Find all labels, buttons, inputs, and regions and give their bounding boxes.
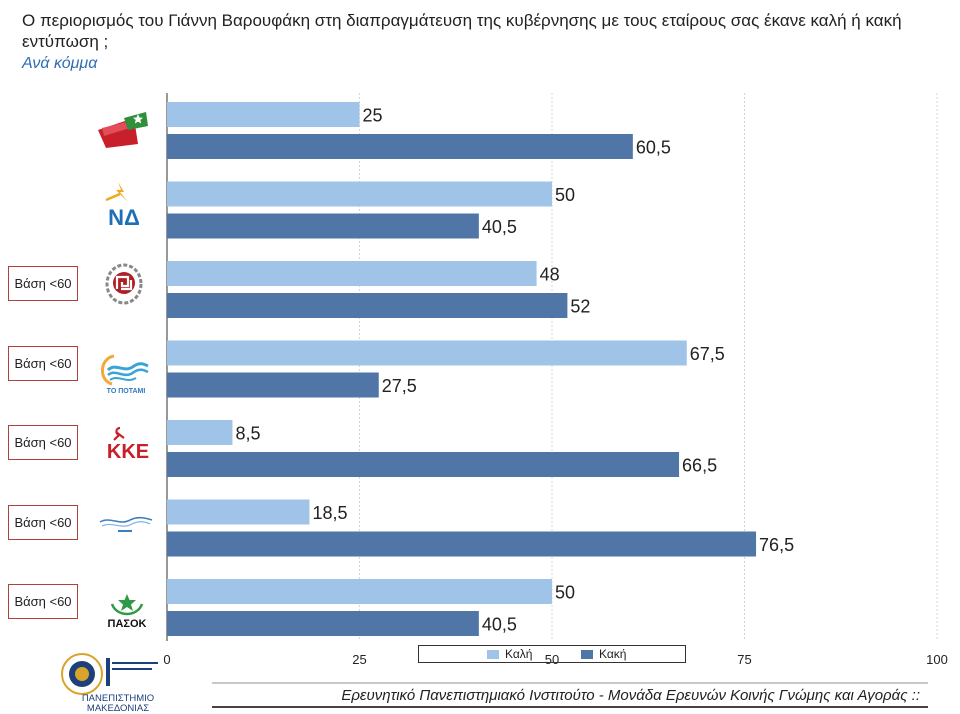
data-label: 25 <box>363 106 383 126</box>
bar-good <box>167 340 687 366</box>
chart-legend: Καλή Κακή <box>418 645 686 663</box>
data-label: 18,5 <box>312 503 347 523</box>
data-label: 50 <box>555 583 575 603</box>
bar-good <box>167 181 552 207</box>
data-label: 66,5 <box>682 456 717 476</box>
bar-good <box>167 579 552 604</box>
bar-bad <box>167 611 479 636</box>
data-label: 67,5 <box>690 344 725 364</box>
bar-good <box>167 499 310 525</box>
x-tick-label: 0 <box>163 652 170 667</box>
legend-label-good: Καλή <box>505 647 533 661</box>
data-label: 40,5 <box>482 615 517 635</box>
bar-bad <box>167 452 680 477</box>
x-tick-label: 50 <box>545 652 559 667</box>
data-label: 27,5 <box>382 376 417 396</box>
bar-bad <box>167 293 568 318</box>
x-tick-label: 75 <box>737 652 751 667</box>
kke-logo-text: ΚΚΕ <box>107 441 149 463</box>
bar-good <box>167 420 233 445</box>
golden-dawn-logo-icon <box>103 262 145 306</box>
university-name: ΠΑΝΕΠΙΣΤΗΜΙΟ ΜΑΚΕΔΟΝΙΑΣ <box>66 694 170 714</box>
base-note: Βάση <60 <box>8 425 78 460</box>
nd-logo-icon: ΝΔ <box>98 178 150 230</box>
nd-logo-text: ΝΔ <box>108 205 140 230</box>
legend-swatch-bad <box>581 650 593 659</box>
data-label: 40,5 <box>482 217 517 237</box>
data-label: 52 <box>570 297 590 317</box>
x-tick-label: 100 <box>926 652 948 667</box>
bar-bad <box>167 531 757 557</box>
legend-label-bad: Κακή <box>599 647 627 661</box>
data-label: 76,5 <box>759 535 794 555</box>
base-note: Βάση <60 <box>8 345 78 381</box>
base-note: Βάση <60 <box>8 504 78 540</box>
footer-caption: Ερευνητικό Πανεπιστημιακό Ινστιτούτο - Μ… <box>212 682 928 708</box>
kke-logo-icon: ΚΚΕ <box>102 424 154 464</box>
legend-swatch-good <box>487 650 499 659</box>
bar-good <box>167 261 537 286</box>
base-note: Βάση <60 <box>8 266 78 301</box>
pasok-logo-text: ΠΑΣΟΚ <box>108 618 147 630</box>
university-name-line1: ΠΑΝΕΠΙΣΤΗΜΙΟ <box>81 693 155 704</box>
data-label: 8,5 <box>235 424 260 444</box>
bar-bad <box>167 134 633 159</box>
bar-bad <box>167 213 479 239</box>
university-name-line2: ΜΑΚΕΔΟΝΙΑΣ <box>86 703 150 714</box>
pasok-logo-icon: ΠΑΣΟΚ <box>102 590 152 630</box>
data-label: 50 <box>555 185 575 205</box>
university-logo-icon <box>60 652 170 712</box>
bar-good <box>167 102 360 127</box>
chart-subtitle: Ανά κόμμα <box>22 55 98 72</box>
base-note: Βάση <60 <box>8 584 78 619</box>
chart-title: Ο περιορισμός του Γιάννη Βαρουφάκη στη δ… <box>22 11 902 51</box>
anel-logo-icon <box>96 508 154 538</box>
potami-logo-text: ΤΟ ΠΟΤΑΜΙ <box>107 388 146 395</box>
syriza-logo-icon <box>94 108 152 152</box>
potami-logo-icon: ΤΟ ΠΟΤΑΜΙ <box>94 350 152 396</box>
data-label: 48 <box>540 265 560 285</box>
data-label: 60,5 <box>636 138 671 158</box>
bar-bad <box>167 372 379 398</box>
x-tick-label: 25 <box>352 652 366 667</box>
